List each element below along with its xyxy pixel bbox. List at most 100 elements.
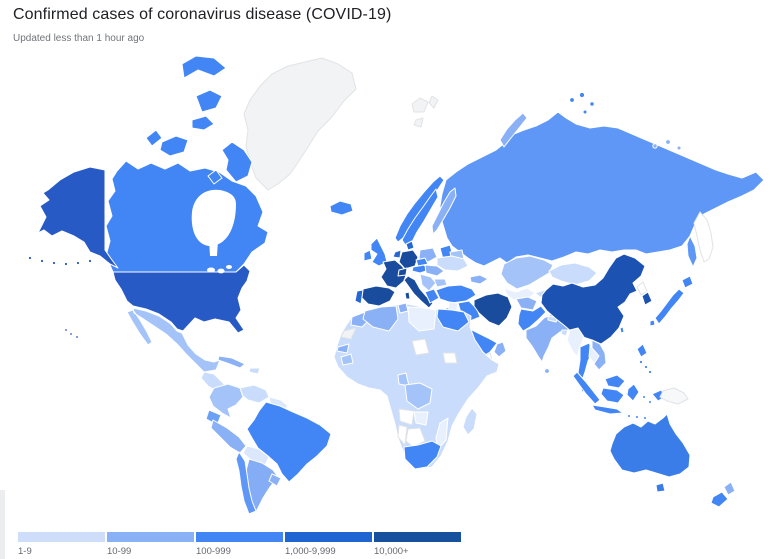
region-benelux[interactable] [392,249,402,259]
region-brazil[interactable] [246,401,332,483]
region-severnaya-zemlya[interactable] [569,91,595,115]
region-turkey[interactable] [435,284,477,304]
legend-bucket: 1-9 [18,532,105,557]
legend-bucket: 100-999 [196,532,283,557]
region-norway[interactable] [394,175,445,243]
region-germany[interactable] [398,249,419,270]
region-canada-arctic-islands[interactable] [145,55,253,185]
region-venezuela[interactable] [239,384,270,404]
region-new-zealand-north[interactable] [723,481,736,496]
region-finland[interactable] [431,187,457,235]
legend-bucket-label: 100-999 [196,546,231,557]
region-myanmar[interactable] [566,327,585,358]
region-balkans[interactable] [419,273,437,292]
region-ireland[interactable] [363,249,373,262]
region-kazakhstan[interactable] [500,255,554,290]
region-peru[interactable] [210,419,247,454]
region-chad[interactable] [411,338,430,356]
region-ukraine[interactable] [436,255,469,272]
region-guinea[interactable] [340,353,354,366]
region-canada[interactable] [105,160,269,273]
region-cuba[interactable] [217,355,246,369]
region-switzerland[interactable] [397,267,408,277]
region-angola[interactable] [398,408,415,426]
region-drc[interactable] [404,382,433,410]
region-vietnam[interactable] [591,339,607,371]
region-indonesia-small-islands[interactable] [627,395,652,420]
region-new-siberian-islands[interactable] [652,139,682,151]
region-sri-lanka[interactable] [544,368,550,374]
region-western-sahara[interactable] [340,327,357,340]
region-iran[interactable] [473,292,513,327]
region-uk[interactable] [370,237,388,267]
region-philippines[interactable] [636,343,648,358]
region-hispaniola[interactable] [248,367,261,375]
region-hawaii[interactable] [64,328,79,339]
region-czechia[interactable] [415,257,429,267]
region-libya[interactable] [407,306,437,332]
region-russia[interactable] [439,111,765,267]
legend-swatch [18,532,105,542]
region-zambia[interactable] [413,411,429,426]
region-spain[interactable] [360,285,396,307]
region-oman[interactable] [493,341,507,358]
region-tasmania[interactable] [655,482,666,493]
region-hungary-romania[interactable] [424,264,445,277]
legend-bucket: 10-99 [107,532,194,557]
region-south-korea[interactable] [641,291,653,306]
region-iceland[interactable] [329,200,354,216]
region-namibia[interactable] [397,424,408,446]
region-usa[interactable] [112,264,251,334]
region-madagascar[interactable] [462,407,478,436]
region-tunisia[interactable] [397,302,409,314]
region-algeria[interactable] [362,305,399,332]
region-novaya-zemlya[interactable] [499,112,528,148]
legend-swatch [374,532,461,542]
region-south-africa[interactable] [403,440,442,470]
legend: 1-9 10-99 100-999 1,000-9,999 10,000+ [18,532,461,557]
region-philippines-islands[interactable] [638,359,653,375]
region-china[interactable] [540,253,646,345]
legend-swatch [285,532,372,542]
region-svalbard[interactable] [411,95,439,128]
region-bangladesh[interactable] [560,329,569,337]
region-bulgaria[interactable] [433,278,448,288]
region-egypt[interactable] [436,308,470,332]
region-botswana[interactable] [405,427,426,448]
legend-swatch [107,532,194,542]
region-denmark[interactable] [405,240,415,251]
region-chile[interactable] [235,451,257,515]
region-afghanistan[interactable] [515,296,538,311]
region-colombia[interactable] [208,383,244,419]
updated-timestamp: Updated less than 1 hour ago [13,33,145,44]
region-senegal[interactable] [336,343,350,354]
region-mozambique[interactable] [435,417,449,450]
region-japan[interactable] [649,275,694,327]
region-caucasus[interactable] [469,274,489,285]
region-kamchatka[interactable] [693,211,714,263]
page-edge-strip [0,490,5,559]
region-pakistan[interactable] [517,305,547,332]
region-alaska[interactable] [37,166,119,269]
legend-bucket-label: 1-9 [18,546,32,557]
region-sakhalin[interactable] [686,235,698,268]
region-portugal[interactable] [354,289,364,305]
region-aleutian-islands[interactable] [27,255,93,267]
region-north-korea[interactable] [636,281,648,296]
legend-swatch [196,532,283,542]
region-taiwan[interactable] [619,326,625,334]
region-australia[interactable] [609,413,691,478]
region-mongolia[interactable] [548,262,598,286]
black-sea [448,271,476,284]
region-papua-new-guinea[interactable] [659,387,689,405]
region-south-sudan[interactable] [442,352,458,364]
region-uruguay[interactable] [268,473,282,487]
region-indonesia[interactable] [572,371,640,415]
region-france[interactable] [380,259,408,289]
legend-bucket-label: 10-99 [107,546,132,557]
region-new-zealand-south[interactable] [710,491,729,508]
region-greece[interactable] [424,288,440,304]
region-greenland[interactable] [243,57,357,191]
